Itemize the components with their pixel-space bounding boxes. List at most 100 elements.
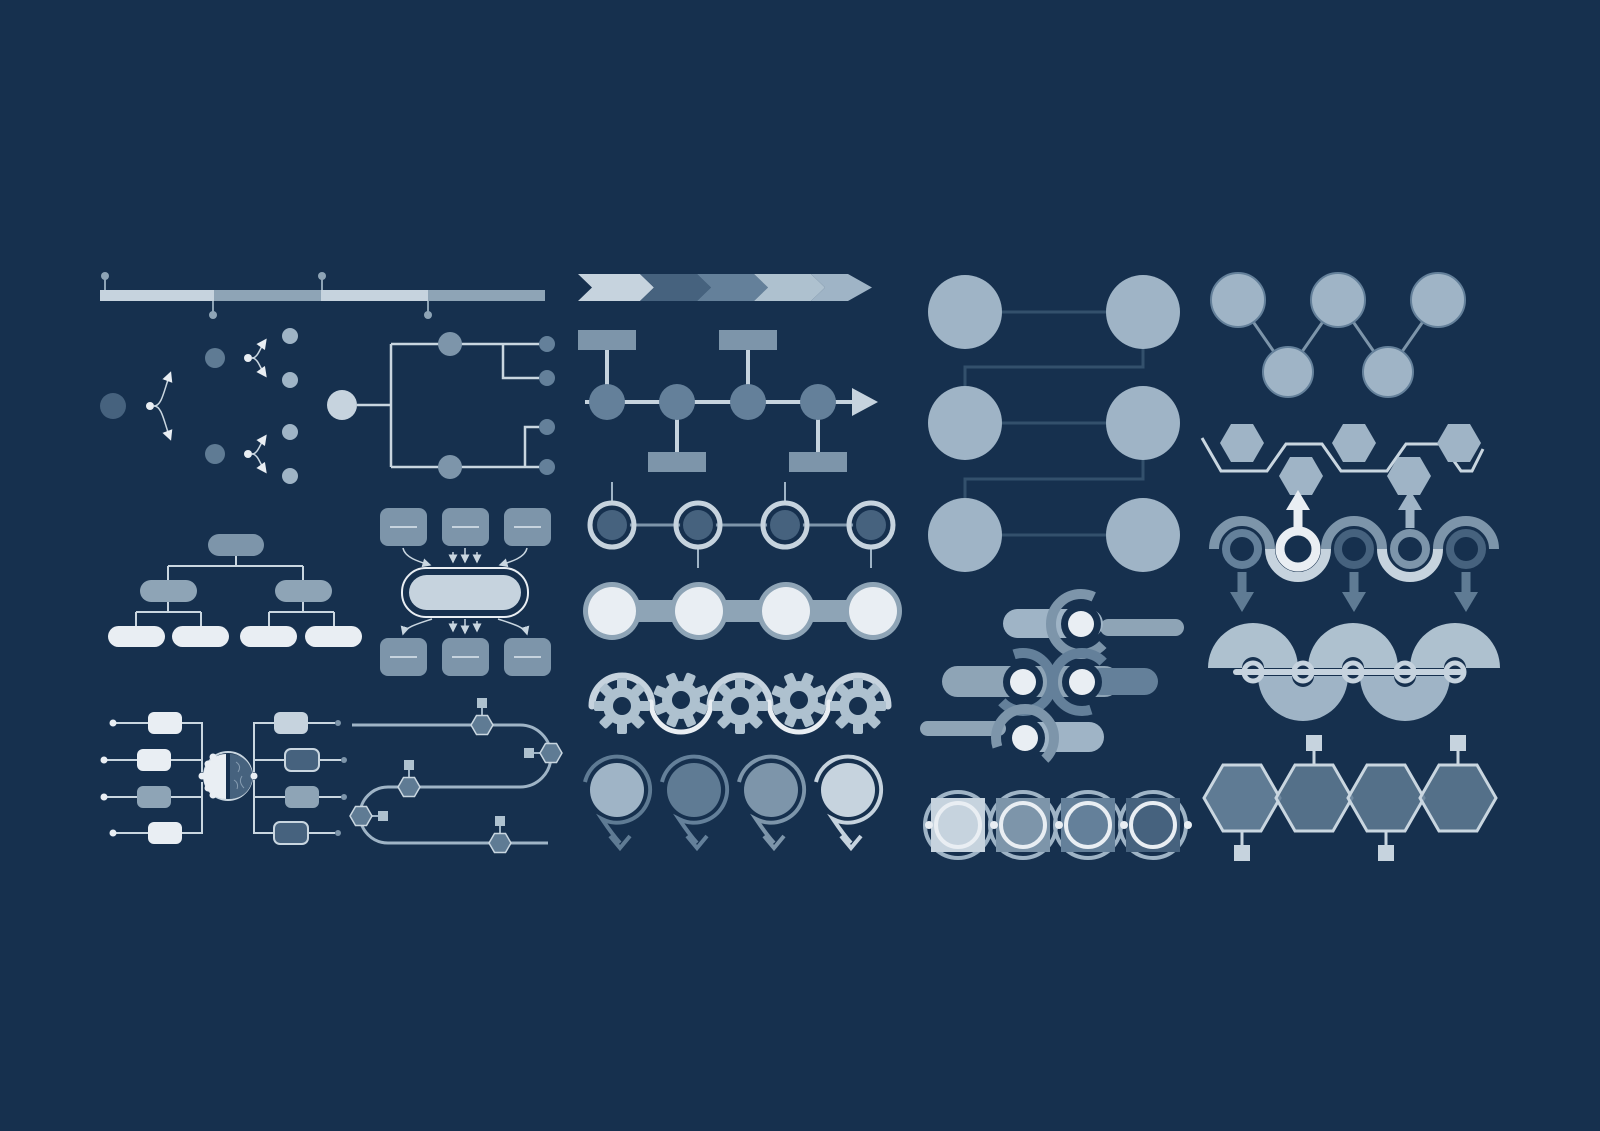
hexagon-zigzag-wave [1200,424,1485,495]
org-root-node [208,534,264,556]
mindmap-box [284,748,320,772]
sequence-square [1126,798,1180,852]
down-arrow-icon [1230,592,1254,612]
roadmap-tag [524,748,534,758]
semicircle-chain [1208,623,1500,721]
ring-icon [1222,529,1262,569]
mindmap-box [148,822,182,844]
hex-tag [1234,845,1250,861]
milestone-node [730,384,766,420]
milestone-label-box [719,330,777,350]
timeline-segment [428,290,545,301]
loop-arrow-cycle-row [583,754,884,852]
ring-node [849,503,893,547]
tree-leaf-node [282,372,298,388]
bracket-end-node [539,370,555,386]
alternating-arrow-ring-band [1209,490,1499,612]
org-chart [108,534,362,647]
roadmap-hex-node [488,832,512,854]
bracket-root-node [327,390,357,420]
sequence-square [996,798,1050,852]
mindmap-box [274,712,308,734]
milestone-node [800,384,836,420]
network-node [1210,272,1266,328]
mindmap-box [148,712,182,734]
timeline-segment [321,290,428,301]
chevron-step [578,274,654,301]
gear-icon [712,678,768,734]
band-circle [675,587,723,635]
roadmap-hex-node [539,742,563,764]
band-circle [762,587,810,635]
milestone-node [589,384,625,420]
roadmap-hex-node [349,805,373,827]
zigzag-node [1106,386,1180,460]
network-node [1262,346,1314,398]
timeline-marker [209,311,217,319]
chain-link [1393,660,1417,684]
hexagon-link-chain [1202,735,1498,861]
org-leaf-node [305,626,362,647]
milestone-timeline-arrow [578,330,878,472]
up-arrow-icon [1398,490,1422,510]
tree-branch-node [205,348,225,368]
bracket-end-node [539,419,555,435]
chain-link [1291,660,1315,684]
hub-outline [401,567,529,618]
gear-icon [594,678,650,734]
chevron-step [811,274,872,301]
chain-hexagon [1274,763,1354,833]
gear-icon [830,678,886,734]
roadmap-hex-node [397,776,421,798]
wave-hexagon [1220,424,1264,462]
ring-icon [1446,529,1486,569]
bracket-branch-node [438,332,462,356]
tree-branch-node [205,444,225,464]
rounded-pipeline-flow [920,589,1184,772]
zigzag-node [1106,275,1180,349]
roadmap-tag [404,760,414,770]
wave-hexagon [1387,457,1431,495]
org-leaf-node [108,626,165,647]
zigzag-node [928,498,1002,572]
semicircle-bottom [1360,676,1450,721]
gear-icon [762,663,836,737]
mindmap-box [273,821,309,845]
ring-node-timeline [590,482,893,568]
hex-tag [1378,845,1394,861]
hub-convergence [380,508,551,676]
zigzag-node [928,386,1002,460]
semicircle-top [1208,623,1298,668]
chain-hexagon [1346,763,1426,833]
two-tier-network [1210,272,1466,398]
semicircle-bottom [1258,676,1348,721]
segmented-timeline-bar [100,272,545,319]
chain-hexagon [1202,763,1282,833]
timeline-segment [100,290,214,301]
milestone-label-box [578,330,636,350]
hex-tag [1450,735,1466,751]
mindmap-box [137,749,171,771]
chain-link [1443,660,1467,684]
zigzag-connected-circles [928,275,1180,572]
mindmap-box [137,786,171,808]
zigzag-node [1106,498,1180,572]
wave-hexagon [1332,424,1376,462]
timeline-segment [214,290,321,301]
timeline-marker [318,272,326,280]
bracket-hierarchy [327,332,555,479]
down-arrow-icon [1342,592,1366,612]
org-leaf-node [240,626,297,647]
ring-icon [1275,526,1321,572]
loop-arrow-unit [660,754,730,852]
band-circle [588,587,636,635]
chain-link [1341,660,1365,684]
looped-square-sequence [923,790,1192,860]
chain-link [1241,660,1265,684]
bracket-end-node [539,459,555,475]
roadmap-tag [378,811,388,821]
tree-leaf-node [282,468,298,484]
zigzag-node [928,275,1002,349]
